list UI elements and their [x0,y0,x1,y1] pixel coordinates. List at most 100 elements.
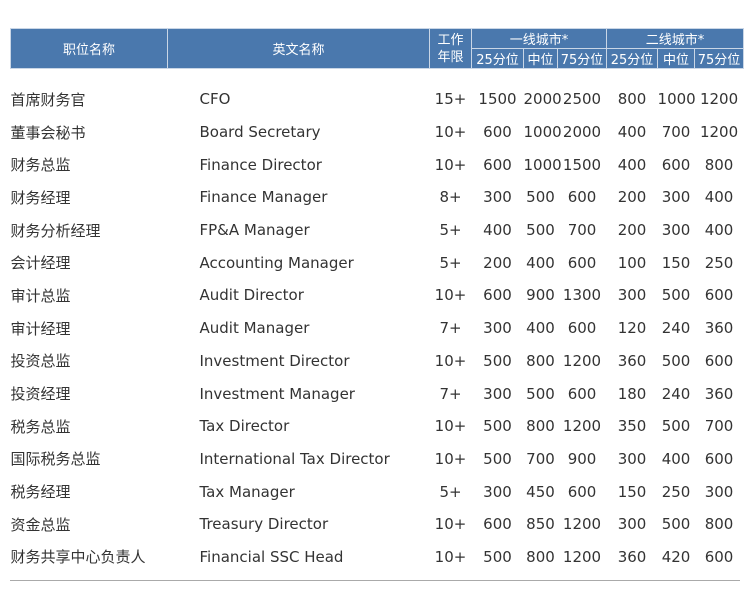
tier1-p25: 400 [483,221,512,240]
header-median: 中位 [657,48,696,69]
tier1-p75: 1300 [562,286,602,305]
english-name: Tax Manager [199,482,295,501]
header-p75: 75分位 [556,48,608,69]
tier2-p75: 600 [704,449,734,468]
position-name: 财务共享中心负责人 [10,548,146,567]
tier1-p75: 1200 [562,547,602,566]
table-row: 税务经理 Tax Manager 5+ 300 450 600 150 250 300 [11,475,744,508]
tier2-p75: 700 [704,417,734,436]
tier2-p25: 150 [617,482,647,501]
tier2-median: 420 [661,547,691,566]
tier1-p25: 300 [483,482,512,501]
position-name: 董事会秘书 [10,123,86,142]
tier1-median: 900 [526,286,555,305]
tier1-p75: 2000 [562,123,602,142]
english-name: FP&A Manager [199,221,310,240]
tier2-median: 150 [661,253,691,272]
english-name: CFO [199,90,231,109]
tier1-median: 800 [526,351,555,370]
table-row: 会计经理 Accounting Manager 5+ 200 400 600 100 150 2… [11,246,744,279]
tier2-median: 240 [661,384,691,403]
tier1-p25: 500 [483,449,512,468]
tier2-p75: 600 [704,351,734,370]
salary-table: 职位名称 英文名称 工作年限 一线城市* 二线城市* 25分位 中位 75分位 … [10,28,745,573]
position-name: 审计经理 [10,319,71,338]
table-row: 审计经理 Audit Manager 7+ 300 400 600 120 240 360 [11,312,744,345]
table-row: 财务分析经理 FP&A Manager 5+ 400 500 700 200 300 400 [11,214,744,247]
tier2-median: 500 [661,515,691,534]
tier2-median: 500 [661,417,691,436]
english-name: Financial SSC Head [199,547,344,566]
tier1-p25: 600 [483,286,512,305]
tier1-median: 700 [526,449,555,468]
tier2-p25: 360 [617,547,647,566]
tier2-p25: 400 [617,155,647,174]
table-row: 财务经理 Finance Manager 8+ 300 500 600 200 300 400 [11,181,744,214]
years: 5+ [439,482,462,501]
position-name: 财务分析经理 [10,221,101,240]
table-row: 投资经理 Investment Manager 7+ 300 500 600 180 240 3… [11,377,744,410]
tier2-p75: 300 [704,482,734,501]
tier1-p75: 2500 [562,90,602,109]
tier2-p25: 180 [617,384,647,403]
tier2-median: 500 [661,286,691,305]
english-name: Finance Manager [199,188,328,207]
tier2-p75: 600 [704,547,734,566]
tier1-p25: 300 [483,319,512,338]
table-row: 税务总监 Tax Director 10+ 500 800 1200 350 500 700 [11,410,744,443]
position-name: 财务经理 [10,188,71,207]
tier1-p25: 600 [483,123,512,142]
years: 15+ [434,90,467,109]
tier2-p75: 360 [704,319,734,338]
header-years: 工作年限 [429,28,472,69]
tier2-p75: 600 [704,286,734,305]
years: 5+ [439,221,462,240]
header-p75: 75分位 [694,48,745,69]
tier1-p75: 600 [567,253,597,272]
table-row: 资金总监 Treasury Director 10+ 600 850 1200 300 500… [11,508,744,541]
tier1-median: 400 [526,253,555,272]
tier2-median: 600 [661,155,691,174]
tier2-p25: 200 [617,221,647,240]
position-name: 审计总监 [10,286,71,305]
years: 10+ [434,123,467,142]
tier2-p25: 120 [617,319,647,338]
years: 10+ [434,547,467,566]
tier2-p75: 1200 [699,123,739,142]
tier2-p25: 360 [617,351,647,370]
tier1-p25: 200 [483,253,512,272]
tier2-p25: 350 [617,417,647,436]
header-p25: 25分位 [606,48,659,69]
tier2-median: 300 [661,221,691,240]
english-name: International Tax Director [199,449,390,468]
tier1-p25: 600 [483,155,512,174]
tier1-p25: 500 [483,351,512,370]
years: 10+ [434,417,467,436]
tier1-p75: 600 [567,319,597,338]
tier2-p75: 800 [704,515,734,534]
table-row: 国际税务总监 International Tax Director 10+ 500 70… [11,443,744,476]
tier1-p75: 600 [567,384,597,403]
header-p25: 25分位 [471,48,524,69]
tier1-median: 1000 [523,123,562,142]
tier1-median: 850 [526,515,555,534]
tier2-p75: 400 [704,221,734,240]
tier2-median: 400 [661,449,691,468]
english-name: Accounting Manager [199,253,354,272]
tier1-p75: 600 [567,482,597,501]
position-name: 税务总监 [10,417,71,436]
tier2-p25: 300 [617,515,647,534]
english-name: Investment Manager [199,384,355,403]
position-name: 国际税务总监 [10,450,101,469]
position-name: 会计经理 [10,254,71,273]
tier2-p25: 300 [617,449,647,468]
position-name: 投资经理 [10,385,71,404]
table-row: 投资总监 Investment Director 10+ 500 800 1200 360 5… [11,345,744,378]
tier2-p75: 250 [704,253,734,272]
tier2-p25: 400 [617,123,647,142]
bottom-rule [10,580,740,581]
tier2-median: 700 [661,123,691,142]
tier2-median: 250 [661,482,691,501]
tier1-median: 800 [526,417,555,436]
tier2-p25: 800 [617,90,647,109]
